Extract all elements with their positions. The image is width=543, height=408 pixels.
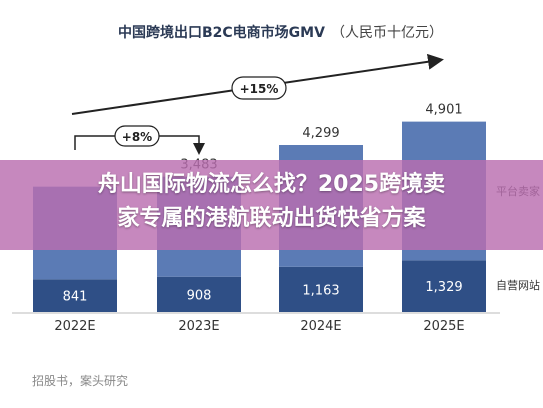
x-tick-label-2024E: 2024E: [300, 319, 341, 334]
data-label-self-operated-2022E: 841: [63, 290, 88, 305]
chart-title: 中国跨境出口B2C电商市场GMV （人民币十亿元）: [118, 22, 443, 42]
data-label-self-operated-2024E: 1,163: [302, 283, 339, 298]
bar-segment-self-operated-2022E: [33, 279, 117, 312]
data-label-self-operated-2025E: 1,329: [425, 280, 462, 295]
promo-overlay-band: [0, 160, 543, 250]
growth-label-15pct: +15%: [240, 82, 279, 96]
growth-pill-15pct: [231, 76, 287, 100]
promo-line-1: 舟山国际物流怎么找？2025跨境卖: [97, 172, 446, 197]
promo-overlay-text: 舟山国际物流怎么找？2025跨境卖 家专属的港航联动出货快省方案: [0, 168, 543, 236]
growth-pill-8pct: [114, 125, 160, 147]
growth-label-8pct: +8%: [122, 130, 152, 144]
bar-segment-self-operated-2024E: [279, 266, 363, 312]
bar-segment-self-operated-2023E: [157, 276, 241, 312]
total-label-2025E: 4,901: [425, 103, 462, 118]
x-tick-label-2022E: 2022E: [54, 319, 95, 334]
total-label-2024E: 4,299: [302, 126, 339, 141]
source-note: 招股书，案头研究: [32, 374, 129, 388]
promo-line-2: 家专属的港航联动出货快省方案: [117, 206, 426, 231]
legend-label-self-operated: 自营网站: [496, 278, 540, 292]
data-label-self-operated-2023E: 908: [187, 288, 212, 303]
chart-title-text: 中国跨境出口B2C电商市场GMV: [118, 25, 325, 41]
chart-unit-label: （人民币十亿元）: [330, 25, 443, 41]
x-tick-label-2025E: 2025E: [423, 319, 464, 334]
bar-segment-self-operated-2025E: [402, 260, 486, 312]
x-tick-label-2023E: 2023E: [178, 319, 219, 334]
